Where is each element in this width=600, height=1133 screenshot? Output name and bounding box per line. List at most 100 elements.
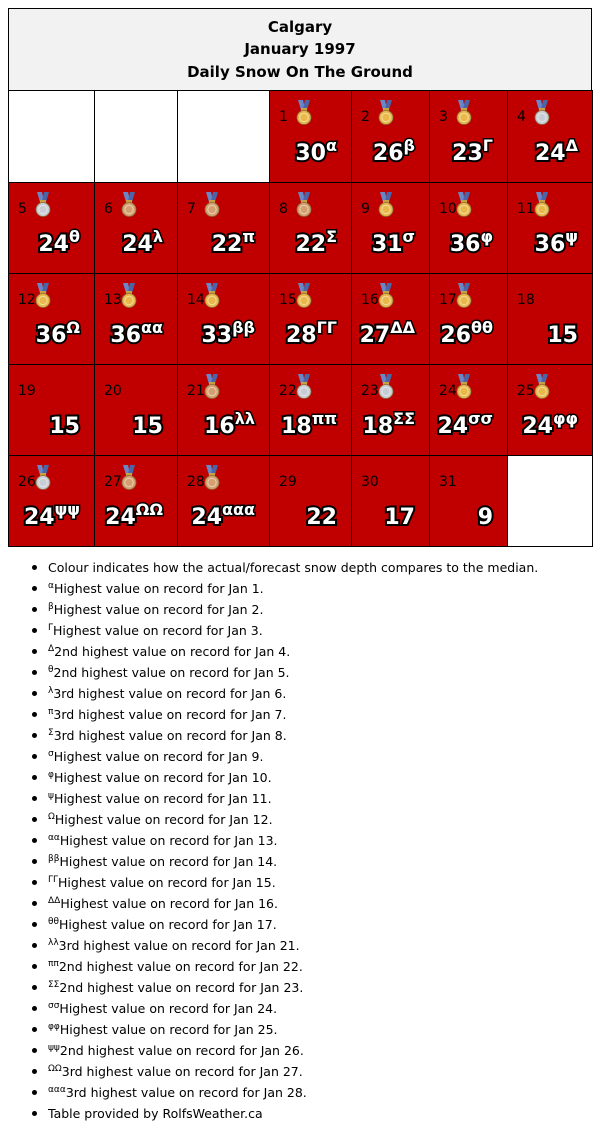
footnote-text: Highest value on record for Jan 9. (53, 749, 264, 764)
footnotes-list: Colour indicates how the actual/forecast… (32, 557, 593, 1124)
footnote-text: Highest value on record for Jan 17. (59, 917, 277, 932)
day-number: 29 (279, 474, 297, 490)
snow-depth-number: 15 (130, 413, 165, 441)
day-number: 21 (187, 383, 205, 399)
snow-depth-value: 15 (47, 413, 82, 441)
day-number: 24 (439, 383, 457, 399)
footnote-item: λ3rd highest value on record for Jan 6. (32, 683, 593, 704)
day-number: 6 (104, 201, 113, 217)
day-number: 11 (517, 201, 535, 217)
footnote-item: ΩHighest value on record for Jan 12. (32, 809, 593, 830)
footnote-text: Highest value on record for Jan 10. (53, 770, 272, 785)
gold-medal-icon (378, 100, 394, 125)
calendar-cell-empty (94, 90, 178, 183)
snow-depth-number: 15 (47, 413, 82, 441)
day-number: 2 (361, 109, 370, 125)
footnote-text: Table provided by RolfsWeather.ca (48, 1106, 263, 1121)
day-number: 4 (517, 109, 526, 125)
bronze-medal-icon (204, 374, 220, 399)
gold-medal-icon (456, 192, 472, 217)
footnote-item: ΣΣ2nd highest value on record for Jan 23… (32, 977, 593, 998)
footnote-marker: Ω (65, 318, 82, 337)
footnote-marker: Σ (48, 728, 54, 738)
footnote-marker: Γ (481, 136, 494, 155)
snow-depth-value: 26β (371, 136, 417, 168)
footnote-marker: ΩΩ (48, 1064, 62, 1074)
bronze-medal-icon (121, 465, 137, 490)
footnote-item: ββHighest value on record for Jan 14. (32, 851, 593, 872)
gold-medal-icon (204, 283, 220, 308)
calendar-cell-empty (177, 90, 270, 183)
footnote-item: σσHighest value on record for Jan 24. (32, 998, 593, 1019)
footnote-marker: Ω (48, 812, 55, 822)
footnote-marker: ψ (48, 791, 54, 801)
footnote-marker: σσ (467, 409, 495, 428)
snow-depth-value: 24θ (36, 227, 81, 259)
calendar-day-cell: 8 22Σ (269, 182, 352, 274)
gold-medal-icon (121, 283, 137, 308)
footnote-text: 2nd highest value on record for Jan 22. (58, 959, 303, 974)
footnote-marker: λ (151, 227, 164, 246)
snow-depth-value: 24φφ (520, 409, 579, 441)
day-number: 8 (279, 201, 288, 217)
calendar-day-cell: 18 15 (507, 273, 593, 365)
silver-medal-icon (534, 100, 550, 125)
snow-depth-value: 18ΣΣ (361, 409, 417, 441)
footnote-item: φHighest value on record for Jan 10. (32, 767, 593, 788)
calendar-day-cell: 31 9 (429, 455, 508, 547)
snow-depth-value: 22π (210, 227, 257, 259)
footnote-item: ΓΓHighest value on record for Jan 15. (32, 872, 593, 893)
calendar-cell-empty (8, 90, 95, 183)
footnote-marker: θ (68, 227, 82, 246)
calendar-day-cell: 2 26β (351, 90, 430, 183)
gold-medal-icon (534, 374, 550, 399)
footnote-text: Highest value on record for Jan 25. (59, 1022, 278, 1037)
footnote-marker: β (402, 136, 417, 155)
footnote-marker: ππ (310, 409, 338, 428)
day-number: 5 (18, 201, 27, 217)
footnote-marker: Σ (325, 227, 339, 246)
snow-depth-value: 36Ω (34, 318, 82, 350)
day-number: 28 (187, 474, 205, 490)
snow-depth-value: 36φ (448, 227, 495, 259)
snow-depth-number: 36 (34, 322, 69, 350)
silver-medal-icon (296, 374, 312, 399)
calendar-day-cell: 30 17 (351, 455, 430, 547)
snow-depth-value: 26θθ (438, 318, 494, 350)
calendar-day-cell: 24 24σσ (429, 364, 508, 456)
snow-depth-value: 22 (304, 504, 339, 532)
snow-depth-value: 24Δ (533, 136, 580, 168)
snow-depth-number: 36 (448, 231, 483, 259)
footnote-marker: αα (140, 318, 165, 337)
silver-medal-icon (35, 192, 51, 217)
snow-depth-number: 24 (435, 413, 470, 441)
day-number: 17 (439, 292, 457, 308)
footnote-marker: Γ (48, 623, 54, 633)
footnote-item: ππ2nd highest value on record for Jan 22… (32, 956, 593, 977)
footnote-marker: ΔΔ (389, 318, 417, 337)
calendar-day-cell: 25 24φφ (507, 364, 593, 456)
snow-depth-value: 33ββ (199, 318, 256, 350)
snow-depth-value: 18ππ (279, 409, 338, 441)
footnote-marker: ψψ (48, 1043, 60, 1053)
day-number: 30 (361, 474, 379, 490)
footnote-text: Highest value on record for Jan 12. (54, 812, 273, 827)
snow-depth-value: 24ψψ (22, 500, 82, 532)
footnote-text: 2nd highest value on record for Jan 23. (59, 980, 304, 995)
calendar-day-cell: 15 28ΓΓ (269, 273, 352, 365)
footnote-marker: θ (48, 665, 54, 675)
footnote-item: ΔΔHighest value on record for Jan 16. (32, 893, 593, 914)
footnote-item: θθHighest value on record for Jan 17. (32, 914, 593, 935)
snow-depth-number: 36 (108, 322, 143, 350)
footnote-item: Δ2nd highest value on record for Jan 4. (32, 641, 593, 662)
silver-medal-icon (378, 374, 394, 399)
footnote-marker: ΓΓ (315, 318, 338, 337)
calendar-day-cell: 14 33ββ (177, 273, 270, 365)
footnote-marker: σσ (48, 1001, 60, 1011)
snow-depth-number: 17 (382, 504, 417, 532)
gold-medal-icon (456, 374, 472, 399)
day-number: 26 (18, 474, 36, 490)
footnote-marker: φφ (551, 409, 579, 428)
day-number: 12 (18, 292, 36, 308)
